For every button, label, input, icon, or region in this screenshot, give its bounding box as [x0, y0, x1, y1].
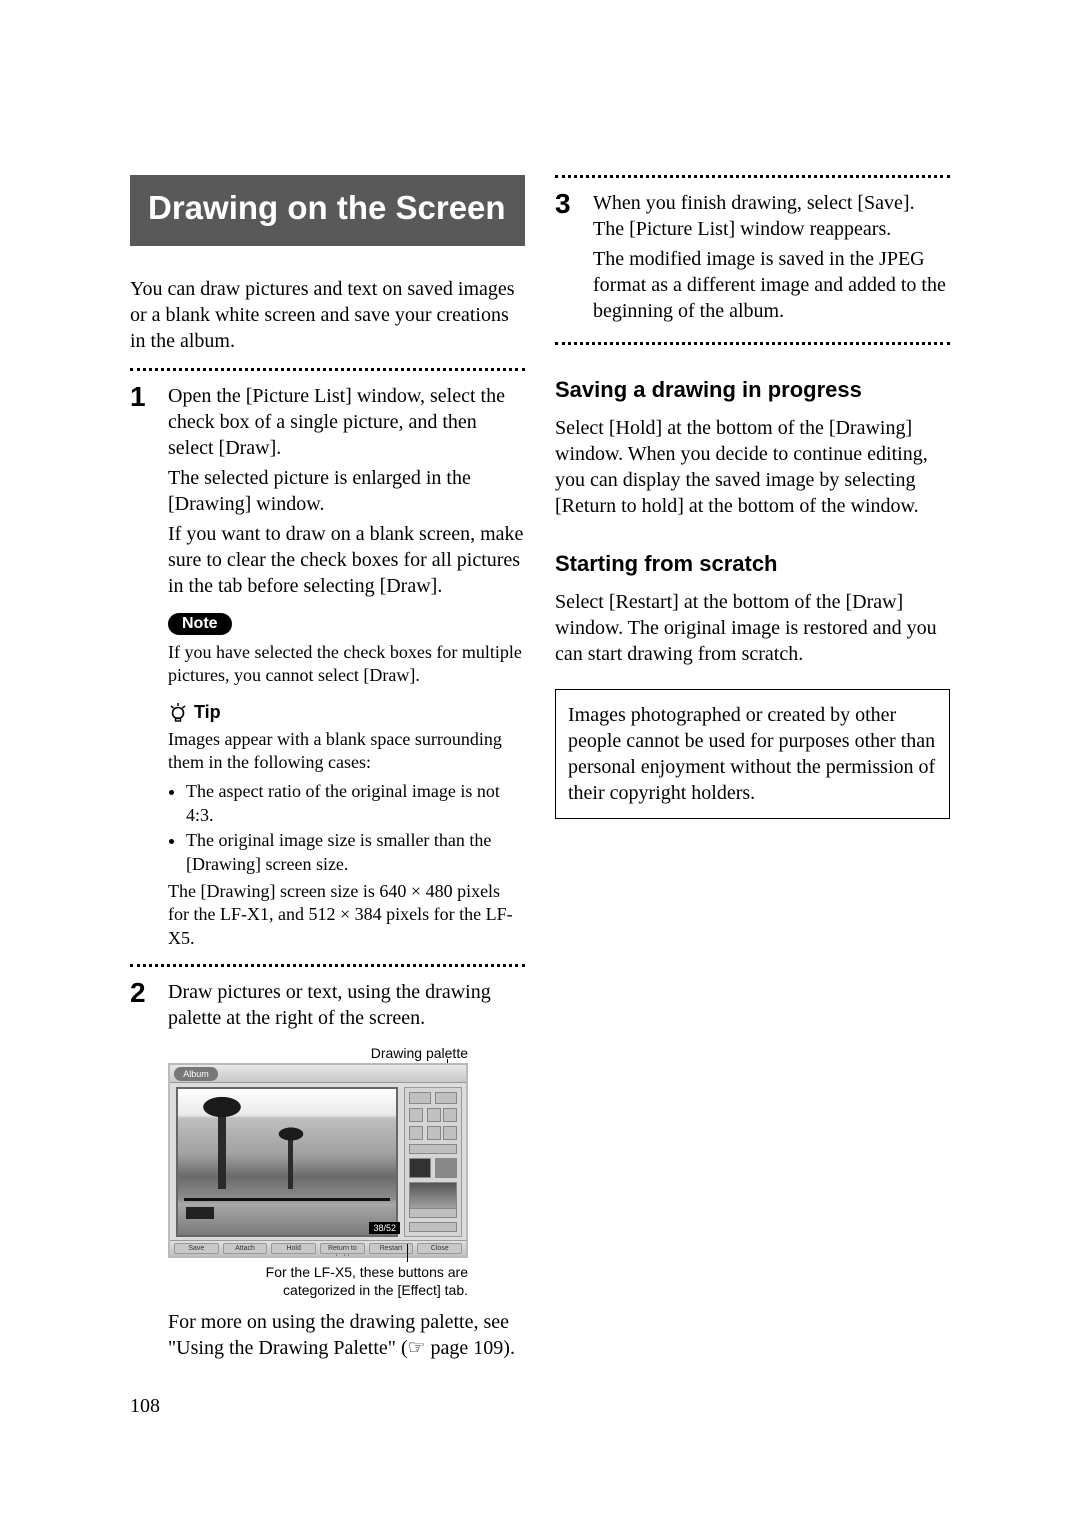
divider — [555, 175, 950, 178]
divider — [130, 368, 525, 371]
step-number: 1 — [130, 383, 154, 603]
step-text: The selected picture is enlarged in the … — [168, 465, 525, 517]
screenshot-tab: Album — [174, 1067, 218, 1081]
step-2: 2 Draw pictures or text, using the drawi… — [130, 979, 525, 1035]
step-text: The modified image is saved in the JPEG … — [593, 246, 950, 324]
intro-text: You can draw pictures and text on saved … — [130, 276, 525, 354]
drawing-palette — [404, 1087, 462, 1237]
tip-bullet: The original image size is smaller than … — [186, 829, 525, 876]
screenshot-button: Return to hold — [320, 1243, 365, 1254]
lightbulb-icon — [168, 702, 188, 724]
screenshot-button: Hold — [271, 1243, 316, 1254]
caption-line: For the LF-X5, these buttons are — [266, 1264, 468, 1280]
left-column: Drawing on the Screen You can draw pictu… — [130, 175, 525, 1373]
page-title: Drawing on the Screen — [130, 175, 525, 246]
tip-header: Tip — [168, 702, 525, 724]
tip-label: Tip — [194, 702, 221, 723]
step-text: Open the [Picture List] window, select t… — [168, 383, 525, 461]
app-screenshot: Album — [168, 1063, 468, 1258]
page-columns: Drawing on the Screen You can draw pictu… — [130, 175, 950, 1373]
right-column: 3 When you finish drawing, select [Save]… — [555, 175, 950, 1373]
section-heading: Saving a drawing in progress — [555, 377, 950, 403]
screenshot-bottom-bar: Save Attach Hold Return to hold Restart … — [170, 1240, 466, 1256]
step-body: Open the [Picture List] window, select t… — [168, 383, 525, 603]
section-heading: Starting from scratch — [555, 551, 950, 577]
section-body: Select [Hold] at the bottom of the [Draw… — [555, 415, 950, 519]
screenshot-button: Save — [174, 1243, 219, 1254]
screenshot-image-area — [176, 1087, 398, 1237]
tip-bullet: The aspect ratio of the original image i… — [186, 780, 525, 827]
step-text: When you finish drawing, select [Save]. … — [593, 190, 950, 242]
screenshot-titlebar: Album — [170, 1065, 466, 1083]
screenshot-button: Close — [417, 1243, 462, 1254]
note-text: If you have selected the check boxes for… — [168, 641, 525, 688]
caption-line: categorized in the [Effect] tab. — [283, 1282, 468, 1298]
tip-lead: Images appear with a blank space surroun… — [168, 728, 525, 775]
callout-line-icon — [407, 1244, 408, 1262]
tip-tail: The [Drawing] screen size is 640 × 480 p… — [168, 880, 525, 950]
step-body: Draw pictures or text, using the drawing… — [168, 979, 525, 1035]
divider — [555, 342, 950, 345]
step-3: 3 When you finish drawing, select [Save]… — [555, 190, 950, 328]
screenshot-caption-top: Drawing palette — [168, 1045, 468, 1061]
divider — [130, 964, 525, 967]
step-body: When you finish drawing, select [Save]. … — [593, 190, 950, 328]
screenshot-counter: 38/52 — [369, 1222, 400, 1234]
step-text: If you want to draw on a blank screen, m… — [168, 521, 525, 599]
step-number: 3 — [555, 190, 579, 328]
note-badge: Note — [168, 613, 232, 635]
copyright-notice-box: Images photographed or created by other … — [555, 689, 950, 819]
screenshot-figure: Album — [168, 1063, 468, 1258]
note-block: Note If you have selected the check boxe… — [168, 603, 525, 950]
page-number: 108 — [130, 1395, 160, 1418]
screenshot-caption-bottom: For the LF-X5, these buttons are categor… — [168, 1264, 468, 1299]
step-text: Draw pictures or text, using the drawing… — [168, 979, 525, 1031]
step-number: 2 — [130, 979, 154, 1035]
tip-bullets: The aspect ratio of the original image i… — [168, 780, 525, 876]
section-body: Select [Restart] at the bottom of the [D… — [555, 589, 950, 667]
text-fragment: page 109). — [426, 1337, 515, 1359]
screenshot-button: Attach — [223, 1243, 268, 1254]
page-reference-icon: ☞ — [408, 1337, 426, 1359]
step-1: 1 Open the [Picture List] window, select… — [130, 383, 525, 603]
see-also-text: For more on using the drawing palette, s… — [168, 1309, 525, 1361]
